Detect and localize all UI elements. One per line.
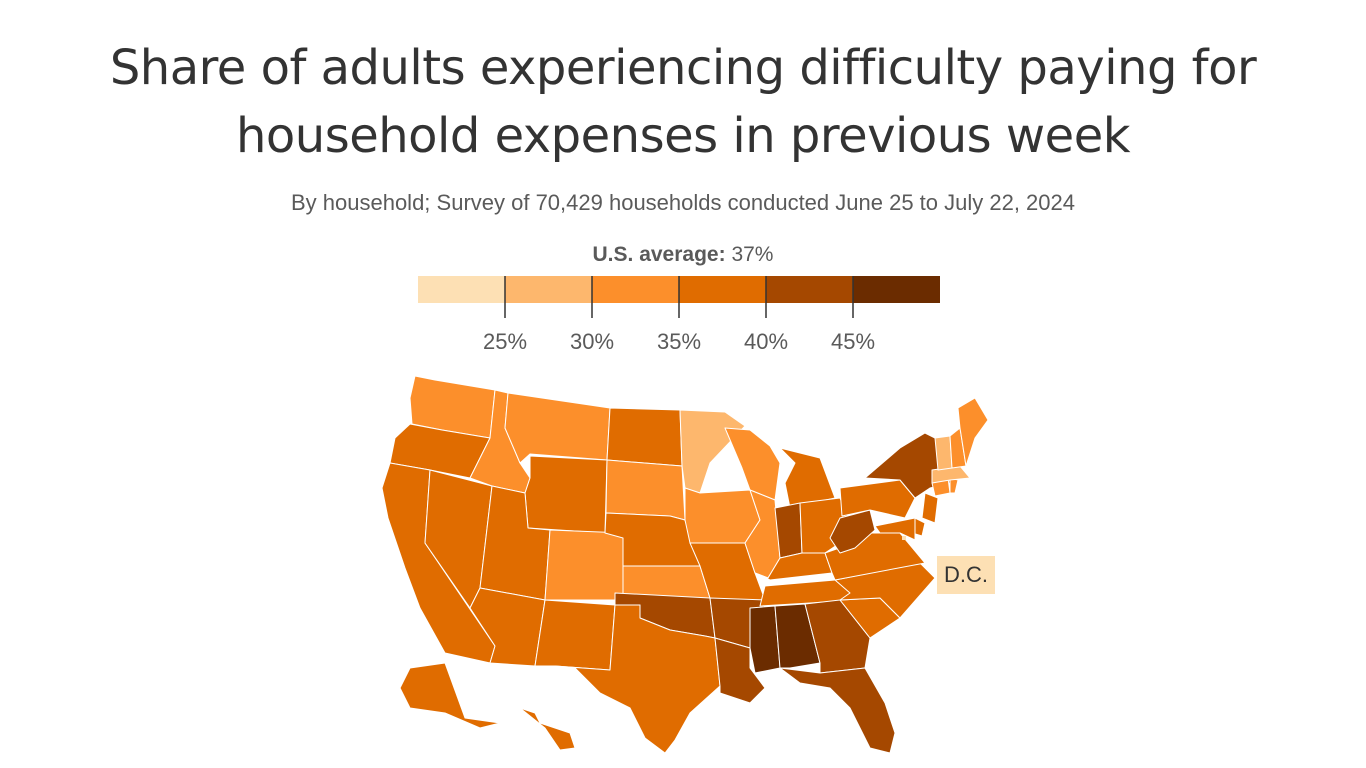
color-legend: 25% 30% 35% 40% 45% bbox=[418, 276, 940, 354]
legend-tick-label: 40% bbox=[744, 329, 788, 354]
us-average-value: 37% bbox=[731, 243, 774, 266]
state-co bbox=[544, 529, 626, 601]
title-line-1: Share of adults experiencing difficulty … bbox=[109, 40, 1257, 96]
state-fl bbox=[779, 667, 896, 754]
legend-tick-label: 35% bbox=[657, 329, 701, 354]
chart-subtitle: By household; Survey of 70,429 household… bbox=[290, 190, 1075, 215]
state-la bbox=[714, 637, 766, 704]
dc-label: D.C. bbox=[937, 556, 995, 594]
state-mt bbox=[504, 392, 611, 464]
state-wi bbox=[724, 427, 781, 501]
state-in bbox=[774, 502, 803, 559]
state-ky bbox=[754, 552, 833, 581]
state-sd bbox=[605, 459, 686, 521]
us-average: U.S. average: 37% bbox=[0, 243, 1366, 267]
legend-swatch bbox=[679, 276, 766, 303]
state-ak bbox=[399, 662, 501, 729]
state-md bbox=[874, 517, 916, 541]
legend-tick-label: 30% bbox=[570, 329, 614, 354]
state-hi bbox=[519, 707, 576, 751]
us-average-label: U.S. average: bbox=[592, 243, 726, 266]
state-nd bbox=[606, 407, 683, 467]
state-wy bbox=[524, 455, 608, 534]
legend-swatch bbox=[592, 276, 679, 303]
state-vt bbox=[934, 435, 953, 471]
us-state-map bbox=[381, 375, 989, 754]
legend-swatch bbox=[505, 276, 592, 303]
state-nm bbox=[534, 599, 616, 671]
state-mi bbox=[779, 447, 836, 509]
state-nj bbox=[921, 492, 939, 524]
state-tx bbox=[554, 604, 721, 754]
state-pa bbox=[839, 479, 916, 519]
legend-swatch bbox=[418, 276, 505, 303]
state-ia bbox=[684, 487, 761, 544]
legend-tick-label: 25% bbox=[483, 329, 527, 354]
state-dc bbox=[902, 536, 906, 540]
state-nc bbox=[834, 562, 936, 619]
legend-swatch bbox=[766, 276, 853, 303]
state-me bbox=[957, 397, 989, 467]
chart-title: Share of adults experiencing difficulty … bbox=[0, 34, 1366, 170]
state-ms bbox=[749, 605, 781, 674]
legend-tick-label: 45% bbox=[831, 329, 875, 354]
legend-swatch bbox=[853, 276, 940, 303]
title-line-2: household expenses in previous week bbox=[235, 108, 1131, 164]
